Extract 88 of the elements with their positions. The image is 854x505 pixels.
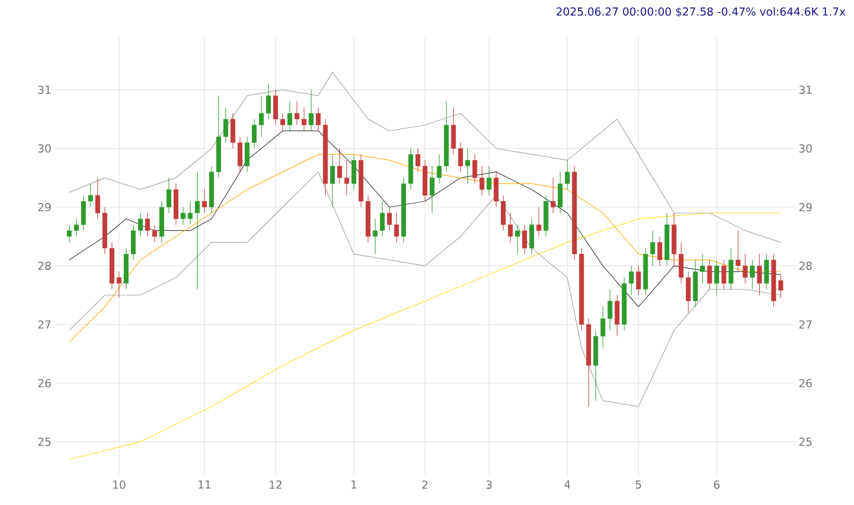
x-tick-label: 12: [270, 480, 282, 489]
candlestick: [451, 107, 456, 155]
line-series: [68, 72, 782, 243]
line-series: [68, 172, 782, 407]
x-tick-label: 11: [198, 480, 210, 489]
candlestick: [714, 260, 720, 296]
candlestick: [458, 142, 463, 172]
candlestick: [387, 206, 392, 231]
candlestick: [600, 306, 606, 348]
x-tick-label: 2: [422, 480, 428, 489]
candlestick: [700, 254, 705, 284]
candlestick: [394, 212, 399, 243]
candlestick: [721, 260, 726, 290]
candlestick: [337, 148, 342, 184]
x-tick-label: 1: [352, 480, 356, 489]
candlestick: [764, 254, 769, 290]
candlestick: [280, 112, 286, 132]
candlestick: [81, 195, 86, 231]
candlestick: [742, 254, 748, 284]
candlestick: [508, 212, 513, 243]
candlestick: [550, 177, 556, 214]
candlestick: [430, 166, 434, 214]
candlestick: [480, 166, 484, 196]
candlestick: [66, 224, 72, 243]
candlestick: [88, 183, 93, 208]
y2-tick-label: 26: [799, 378, 812, 388]
candlestick: [636, 265, 641, 296]
candlestick: [273, 90, 278, 126]
x-tick-label: 4: [564, 480, 570, 489]
candlestick: [308, 90, 314, 132]
candlestick: [330, 154, 335, 208]
candlestick: [608, 288, 612, 331]
candlestick: [614, 294, 620, 336]
candlestick: [138, 212, 143, 237]
candlestick: [344, 160, 350, 196]
candlestick: [238, 136, 242, 172]
x-tick-label: 10: [113, 480, 126, 489]
candlestick: [230, 112, 236, 149]
y-tick-label: 25: [38, 438, 51, 446]
candlestick: [416, 148, 420, 172]
y2-tick-label: 28: [799, 262, 812, 270]
candlestick: [294, 101, 300, 126]
candlestick: [736, 230, 740, 272]
candlestick: [145, 212, 150, 237]
candlestick: [657, 236, 662, 266]
candlestick: [529, 218, 534, 254]
candlestick: [116, 271, 122, 298]
candlestick: [74, 218, 79, 237]
candlestick: [728, 248, 734, 290]
candlestick: [522, 224, 527, 254]
candlestick: [152, 224, 157, 243]
candlestick: [180, 206, 186, 226]
candlestick: [486, 166, 492, 196]
candlestick: [252, 118, 257, 149]
y2-tick-label: 29: [799, 202, 812, 212]
y2-tick-label: 25: [799, 438, 812, 446]
candlestick: [166, 177, 172, 214]
x-tick-label: 6: [714, 480, 720, 489]
chart-title: 2025.06.27 00:00:00 $27.58 -0.47% vol:644.6K 1.7x: [556, 7, 846, 18]
candlestick: [316, 107, 321, 132]
candlestick: [536, 206, 542, 237]
y-tick-label: 28: [38, 262, 51, 270]
y-tick-label: 27: [38, 320, 51, 329]
y-tick-label: 30: [38, 144, 51, 153]
candlestick: [465, 148, 470, 184]
x-tick-label: 5: [636, 480, 642, 489]
y-tick-label: 26: [38, 378, 51, 388]
candlestick: [351, 154, 356, 190]
candlestick: [287, 101, 292, 132]
candlestick: [757, 254, 762, 296]
line-series: [68, 130, 782, 308]
y-tick-label: 31: [38, 86, 50, 94]
line-series: [68, 212, 782, 460]
y2-tick-label: 30: [799, 144, 812, 153]
candlestick: [258, 95, 264, 138]
candlestick: [266, 84, 271, 120]
y2-tick-label: 27: [799, 320, 812, 329]
candlestick: [472, 154, 478, 184]
candlestick: [707, 260, 712, 290]
candlestick: [302, 107, 306, 132]
y2-tick-label: 31: [799, 86, 812, 94]
y-tick-label: 29: [38, 202, 51, 212]
x-tick-label: 3: [486, 480, 492, 489]
candlestick: [750, 260, 755, 290]
candlestick: [202, 189, 207, 214]
candlestick: [515, 224, 520, 254]
candlestick: [650, 230, 656, 266]
candlestick: [244, 136, 250, 172]
